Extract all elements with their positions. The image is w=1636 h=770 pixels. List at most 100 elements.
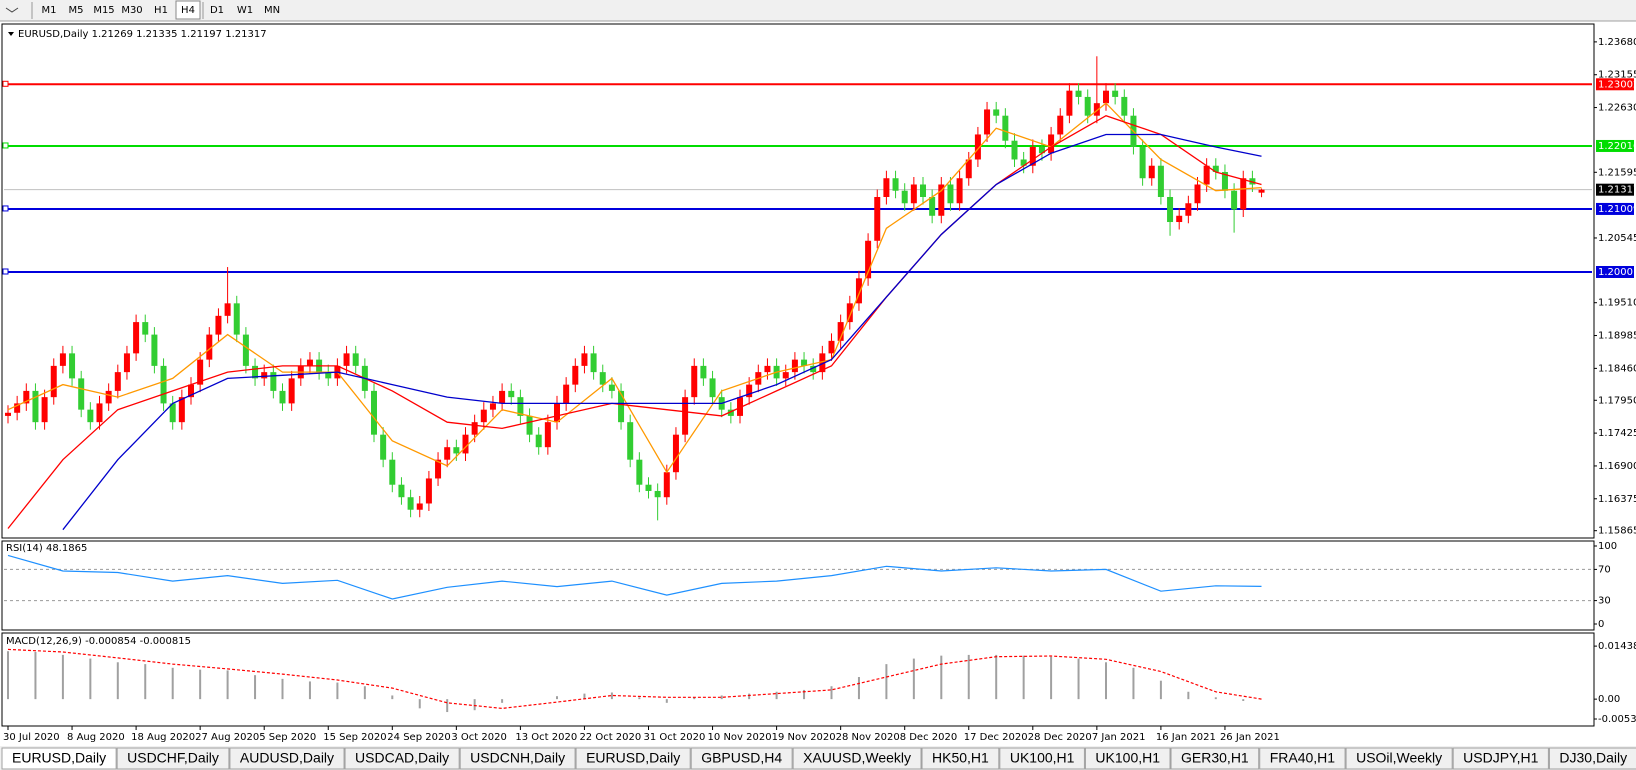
tab-label[interactable]: GBPUSD,H4	[701, 750, 782, 766]
price-label-bg	[1596, 78, 1634, 91]
candle-body	[910, 184, 917, 204]
tab-label[interactable]: XAUUSD,Weekly	[803, 750, 911, 766]
candle-body	[590, 353, 597, 373]
tab-label[interactable]: UK100,H1	[1010, 750, 1075, 766]
tab-label[interactable]: USDCHF,Daily	[127, 750, 219, 766]
tab-frame	[999, 747, 1085, 770]
moving-average	[7, 102, 1262, 474]
tab[interactable]: GBPUSD,H4	[690, 747, 793, 770]
tab-frame	[575, 747, 691, 770]
line-handle	[2, 268, 9, 275]
price-label-bg	[1596, 139, 1634, 152]
candle-body	[956, 178, 963, 204]
tab[interactable]: UK100,H1	[999, 747, 1085, 770]
price-label: 1.21009	[1598, 204, 1636, 215]
candle-body	[371, 390, 377, 435]
timeframe-button[interactable]: MN	[264, 5, 280, 16]
toolbar	[0, 0, 1636, 21]
tab-frame	[1452, 747, 1549, 770]
candle-body	[279, 390, 286, 404]
tab-label[interactable]: USOil,Weekly	[1356, 750, 1442, 766]
toolbar-icon[interactable]	[5, 7, 19, 13]
x-tick-label: 16 Jan 2021	[1156, 732, 1216, 743]
tab[interactable]: USDCAD,Daily	[344, 747, 460, 770]
candle-body	[288, 378, 295, 404]
tab-label[interactable]: FRA40,H1	[1270, 750, 1336, 766]
candle-body	[572, 365, 579, 385]
tab-label[interactable]: HK50,H1	[932, 750, 989, 766]
candle-body	[206, 334, 213, 360]
tab[interactable]: USDCNH,Daily	[459, 747, 576, 770]
timeframe-button[interactable]: D1	[210, 5, 224, 16]
x-tick-label: 15 Sep 2020	[323, 732, 386, 743]
tab[interactable]: EURUSD,Daily	[575, 747, 691, 770]
candle-body	[700, 365, 707, 379]
candle-body	[1194, 184, 1201, 204]
line-handle	[2, 205, 9, 212]
tab-label[interactable]: USDCAD,Daily	[355, 750, 449, 766]
candle-body	[444, 447, 451, 460]
y-tick-label: 1.21595	[1598, 167, 1636, 178]
tab-frame	[1345, 747, 1453, 770]
tab[interactable]: HK50,H1	[921, 747, 1000, 770]
tab[interactable]: USDJPY,H1	[1452, 747, 1549, 770]
line-handle	[2, 142, 9, 149]
y-tick-label: 1.22630	[1598, 103, 1636, 114]
candle-body	[727, 409, 734, 416]
timeframe-button[interactable]: H1	[154, 5, 168, 16]
tab-frame	[921, 747, 1000, 770]
tab[interactable]: GER30,H1	[1170, 747, 1260, 770]
tab-frame	[229, 747, 345, 770]
tab[interactable]: FRA40,H1	[1259, 747, 1346, 770]
x-tick-label: 5 Sep 2020	[259, 732, 316, 743]
candle-body	[654, 490, 661, 498]
candle-body	[974, 134, 981, 160]
tab-label[interactable]: DJ30,Daily	[1559, 750, 1627, 766]
candle-body	[865, 240, 872, 279]
candle-body	[663, 472, 670, 498]
candle-body	[965, 159, 972, 179]
candle-body	[215, 315, 222, 335]
tab-label[interactable]: GER30,H1	[1181, 750, 1249, 766]
candle-body	[1167, 197, 1174, 223]
tab-label[interactable]: AUDUSD,Daily	[240, 750, 334, 766]
timeframe-button[interactable]: M1	[42, 5, 57, 16]
tab[interactable]: DJ30,Daily	[1548, 747, 1636, 770]
tab[interactable]: EURUSD,Daily	[1, 747, 117, 770]
candle-body	[782, 372, 789, 379]
tab-label[interactable]: EURUSD,Daily	[12, 750, 106, 766]
y-tick-label: 1.18460	[1598, 363, 1636, 374]
x-tick-label: 7 Jan 2021	[1092, 732, 1146, 743]
timeframe-button[interactable]: M15	[93, 5, 114, 16]
timeframe-button[interactable]: W1	[237, 5, 253, 16]
x-tick-label: 24 Sep 2020	[387, 732, 450, 743]
x-tick-label: 8 Dec 2020	[900, 732, 958, 743]
timeframe-button[interactable]: M30	[121, 5, 142, 16]
candle-body	[306, 359, 313, 366]
chart-title: EURUSD,Daily 1.21269 1.21335 1.21197 1.2…	[18, 29, 267, 40]
x-tick-label: 27 Aug 2020	[195, 732, 259, 743]
tab-frame	[1, 747, 117, 770]
tab[interactable]: UK100,H1	[1084, 747, 1171, 770]
tab[interactable]: AUDUSD,Daily	[229, 747, 345, 770]
y-tick-label: 30	[1598, 596, 1611, 607]
candle-body	[1203, 165, 1210, 185]
tab-label[interactable]: EURUSD,Daily	[586, 750, 680, 766]
candle-body	[1240, 178, 1247, 210]
candle-body	[837, 322, 844, 341]
tab[interactable]: USOil,Weekly	[1345, 747, 1453, 770]
tab-label[interactable]: UK100,H1	[1095, 750, 1160, 766]
candle-body	[261, 372, 268, 379]
timeframe-button[interactable]: M5	[69, 5, 84, 16]
tab[interactable]: XAUUSD,Weekly	[792, 747, 922, 770]
tab-frame	[116, 747, 230, 770]
candle-body	[645, 484, 652, 491]
candle-body	[489, 403, 496, 410]
tab[interactable]: USDCHF,Daily	[116, 747, 230, 770]
price-label: 1.20001	[1598, 267, 1636, 278]
tab-label[interactable]: USDCNH,Daily	[470, 750, 565, 766]
candle-body	[929, 197, 936, 216]
tab-label[interactable]: USDJPY,H1	[1463, 750, 1538, 766]
timeframe-button[interactable]: H4	[181, 5, 195, 16]
